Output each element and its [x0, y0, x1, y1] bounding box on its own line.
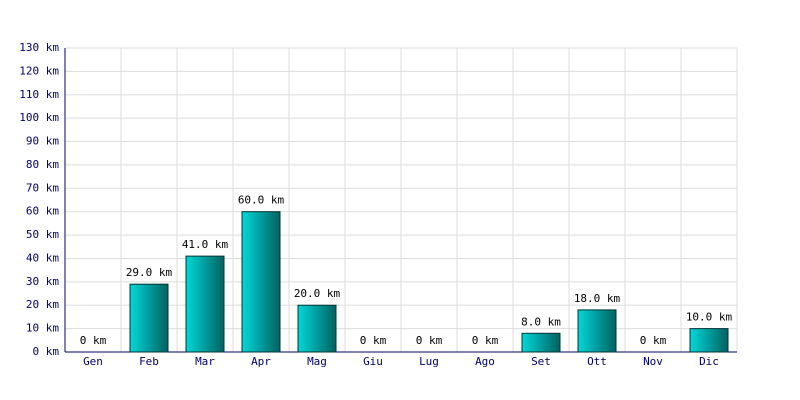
x-tick-label: Gen: [83, 355, 103, 368]
y-tick-label: 70 km: [26, 181, 59, 194]
x-tick-label: Set: [531, 355, 551, 368]
value-label: 8.0 km: [521, 315, 561, 328]
x-tick-label: Giu: [363, 355, 383, 368]
y-tick-label: 60 km: [26, 205, 59, 218]
value-label: 29.0 km: [126, 266, 173, 279]
y-tick-label: 10 km: [26, 322, 59, 335]
value-label: 60.0 km: [238, 194, 285, 207]
x-tick-label: Feb: [139, 355, 159, 368]
x-tick-label: Lug: [419, 355, 439, 368]
value-label: 41.0 km: [182, 238, 229, 251]
y-tick-label: 90 km: [26, 135, 59, 148]
y-tick-label: 120 km: [19, 64, 59, 77]
value-label: 0 km: [416, 334, 443, 347]
y-tick-label: 50 km: [26, 228, 59, 241]
value-label: 10.0 km: [686, 311, 733, 324]
bar: [129, 283, 169, 353]
bar: [689, 328, 729, 353]
value-label: 0 km: [80, 334, 107, 347]
x-tick-label: Mar: [195, 355, 215, 368]
y-tick-label: 110 km: [19, 88, 59, 101]
y-tick-label: 0 km: [33, 345, 60, 358]
x-tick-label: Apr: [251, 355, 271, 368]
y-tick-label: 130 km: [19, 41, 59, 54]
bar: [185, 255, 225, 353]
y-tick-label: 100 km: [19, 111, 59, 124]
y-tick-label: 80 km: [26, 158, 59, 171]
bar: [577, 309, 617, 353]
value-label: 0 km: [640, 334, 667, 347]
value-label: 18.0 km: [574, 292, 621, 305]
value-label: 0 km: [472, 334, 499, 347]
x-tick-label: Mag: [307, 355, 327, 368]
x-tick-label: Dic: [699, 355, 719, 368]
bar: [297, 304, 337, 353]
bar: [521, 332, 561, 353]
bar: [241, 211, 281, 353]
x-tick-label: Ago: [475, 355, 495, 368]
value-label: 20.0 km: [294, 287, 341, 300]
x-tick-label: Nov: [643, 355, 663, 368]
value-label: 0 km: [360, 334, 387, 347]
y-tick-label: 20 km: [26, 298, 59, 311]
y-tick-label: 40 km: [26, 251, 59, 264]
x-tick-label: Ott: [587, 355, 607, 368]
y-tick-label: 30 km: [26, 275, 59, 288]
